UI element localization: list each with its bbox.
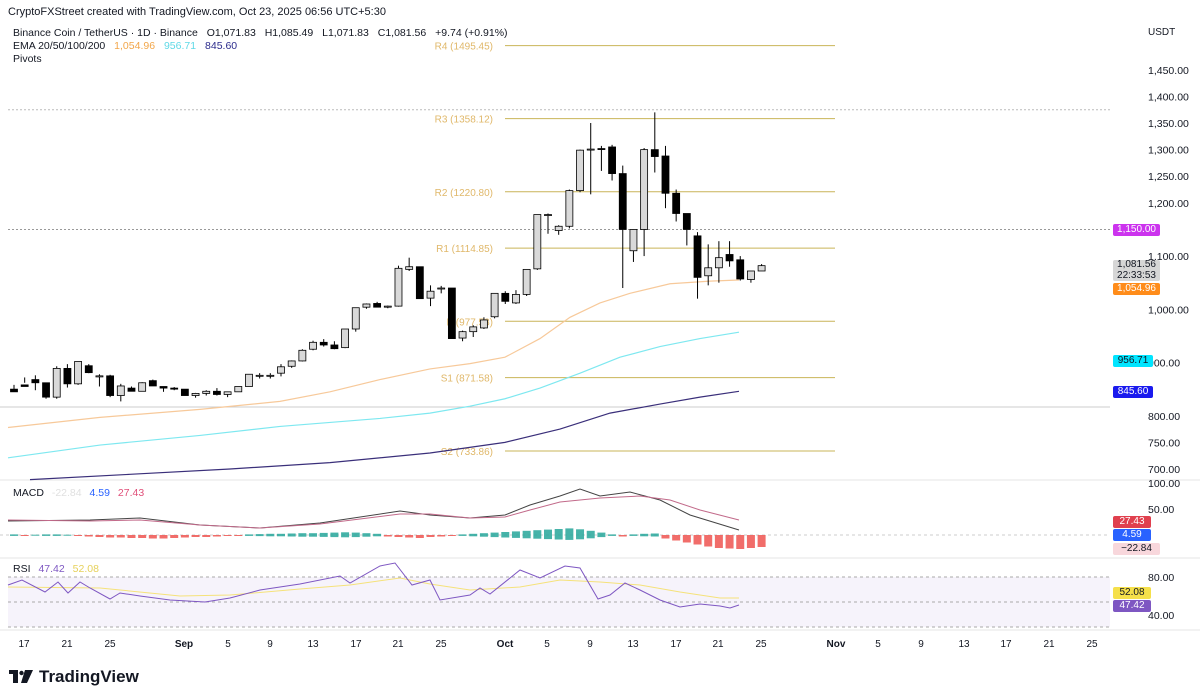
ohlc-high: H1,085.49 (264, 27, 314, 39)
rsi-ma-value: 52.08 (72, 563, 99, 575)
macd-hist-value: -22.84 (51, 487, 82, 499)
price-tick: 1,300.00 (1148, 145, 1189, 157)
macd-pane: 100.00 50.00 (0, 478, 1180, 549)
macd-line-tag: 4.59 (1113, 529, 1151, 541)
ema50-tag: 956.71 (1113, 355, 1153, 367)
svg-text:S1 (871.58): S1 (871.58) (441, 374, 493, 385)
hline-price-tag: 1,150.00 (1113, 224, 1160, 236)
rsi-title: RSI (13, 563, 31, 575)
time-tick: 5 (875, 639, 881, 650)
currency-label: USDT (1148, 27, 1176, 38)
svg-text:100.00: 100.00 (1148, 478, 1180, 490)
price-tick: 700.00 (1148, 464, 1180, 476)
ohlc-open: O1,071.83 (206, 27, 256, 39)
macd-value: 4.59 (89, 487, 110, 499)
tradingview-logo[interactable]: TradingView (9, 667, 139, 687)
svg-text:50.00: 50.00 (1148, 504, 1174, 516)
time-tick: 17 (350, 639, 362, 650)
rsi-value: 47.42 (38, 563, 65, 575)
ema20-tag: 1,054.96 (1113, 283, 1160, 295)
price-tick: 900.00 (1148, 358, 1180, 370)
macd-signal-tag: 27.43 (1113, 516, 1151, 528)
price-tick: 1,000.00 (1148, 304, 1189, 316)
time-tick: 25 (1086, 639, 1098, 650)
price-tick: 1,200.00 (1148, 198, 1189, 210)
time-tick: 21 (1043, 639, 1055, 650)
time-tick: 25 (435, 639, 447, 650)
time-tick: 17 (670, 639, 682, 650)
time-tick: 9 (587, 639, 593, 650)
time-tick: 21 (712, 639, 724, 650)
last-price: 1,081.56 (1117, 259, 1156, 270)
tradingview-logo-icon (9, 670, 33, 683)
ema20-value: 1,054.96 (114, 40, 156, 52)
price-tick: 1,400.00 (1148, 91, 1189, 103)
svg-text:R3 (1358.12): R3 (1358.12) (435, 115, 493, 126)
svg-text:R2 (1220.80): R2 (1220.80) (435, 188, 493, 199)
time-tick: 21 (392, 639, 404, 650)
ema-label: EMA 20/50/100/200 (13, 40, 106, 52)
time-tick: 5 (225, 639, 231, 650)
price-axis: 1,450.00 1,400.00 1,350.00 1,300.00 1,250.00… (1148, 65, 1189, 476)
price-tick: 1,350.00 (1148, 118, 1189, 130)
rsi-legend[interactable]: RSI 47.42 52.08 (13, 563, 104, 575)
time-tick: 25 (104, 639, 116, 650)
ohlc-close: C1,081.56 (377, 27, 427, 39)
symbol-legend: Binance Coin / TetherUS · 1D · Binance O… (13, 27, 514, 39)
price-tick: 800.00 (1148, 411, 1180, 423)
macd-legend[interactable]: MACD -22.84 4.59 27.43 (13, 487, 149, 499)
rsi-ma-tag: 52.08 (1113, 587, 1151, 599)
time-tick: 13 (307, 639, 319, 650)
logo-text: TradingView (39, 667, 139, 686)
ema50-value: 956.71 (163, 40, 197, 52)
last-price-tag: 1,081.56 22:33:53 (1113, 259, 1160, 281)
ema-legend[interactable]: EMA 20/50/100/200 1,054.96 956.71 845.60 (13, 40, 243, 52)
time-tick: Oct (496, 639, 514, 650)
svg-text:R4 (1495.45): R4 (1495.45) (435, 42, 493, 53)
price-tick: 750.00 (1148, 437, 1180, 449)
ema-lines (7, 279, 740, 481)
price-tick: 1,250.00 (1148, 171, 1189, 183)
bar-countdown: 22:33:53 (1117, 269, 1156, 281)
time-tick: 9 (918, 639, 924, 650)
svg-text:40.00: 40.00 (1148, 610, 1174, 622)
time-tick: 21 (61, 639, 73, 650)
price-tick: 1,450.00 (1148, 65, 1189, 77)
pivot-lines: R4 (1495.45) R3 (1358.12) R2 (1220.80) R1 (… (435, 42, 835, 458)
time-tick: 25 (755, 639, 767, 650)
macd-hist-tag: −22.84 (1113, 543, 1160, 555)
signal-value: 27.43 (117, 487, 145, 499)
pivots-legend[interactable]: Pivots (13, 53, 42, 65)
horizontal-lines (0, 109, 1110, 408)
ema200-value: 845.60 (205, 40, 238, 52)
rsi-pane: 80.00 40.00 (7, 562, 1174, 628)
time-tick: Nov (826, 639, 846, 650)
svg-text:R1 (1114.85): R1 (1114.85) (436, 244, 493, 255)
ohlc-change: +9.74 (+0.91%) (435, 27, 508, 39)
time-tick: 13 (958, 639, 970, 650)
svg-text:P (977.53): P (977.53) (446, 317, 493, 328)
time-tick: Sep (174, 639, 194, 650)
svg-text:80.00: 80.00 (1148, 572, 1174, 584)
ohlc-low: L1,071.83 (322, 27, 369, 39)
time-tick: 17 (18, 639, 30, 650)
chart-credit: CryptoFXStreet created with TradingView.… (8, 6, 386, 18)
time-tick: 17 (1000, 639, 1012, 650)
symbol-name[interactable]: Binance Coin / TetherUS · 1D · Binance (13, 27, 198, 39)
time-tick: 9 (267, 639, 273, 650)
ema200-tag: 845.60 (1113, 386, 1153, 398)
time-tick: 13 (627, 639, 639, 650)
candlesticks (10, 112, 766, 402)
rsi-tag: 47.42 (1113, 600, 1151, 612)
macd-title: MACD (13, 487, 44, 499)
time-tick: 5 (544, 639, 550, 650)
svg-text:S2 (733.86): S2 (733.86) (441, 447, 493, 458)
